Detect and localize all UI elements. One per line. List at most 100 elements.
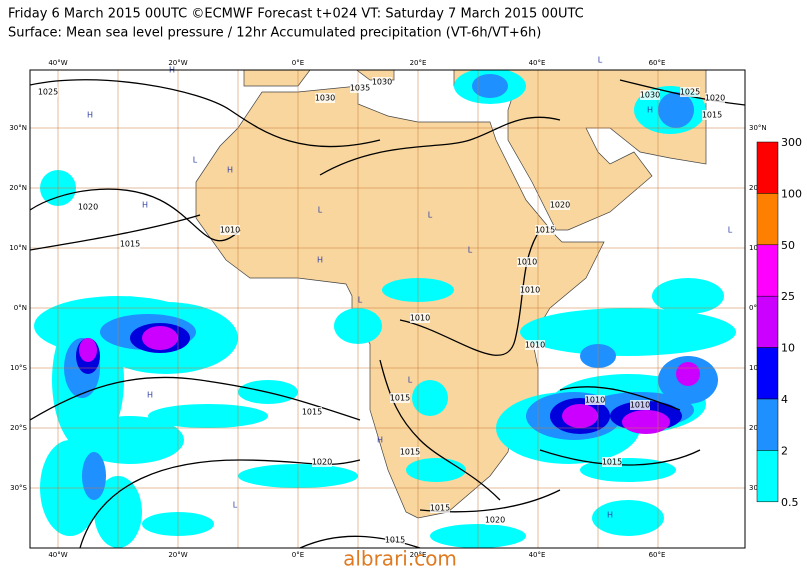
longitude-label: 20°W — [168, 551, 187, 559]
isobar-label: 1025 — [38, 88, 58, 97]
precip-area — [676, 362, 700, 386]
colorbar-segment — [756, 193, 779, 246]
isobar-label: 1035 — [350, 84, 370, 93]
isobar-label-bg — [220, 225, 240, 235]
latitude-label: 30°S — [10, 484, 27, 492]
longitude-label: 60°E — [649, 551, 666, 559]
isobar-label-bg — [78, 202, 98, 212]
precip-area — [592, 500, 664, 536]
pressure-center: L — [318, 206, 323, 215]
isobar-label-bg — [525, 340, 545, 350]
colorbar-label: 25 — [781, 290, 795, 303]
isobar-label-bg — [120, 239, 140, 249]
pressure-center: L — [408, 376, 413, 385]
precip-area — [79, 338, 97, 362]
latitude-label: 30°N — [749, 124, 767, 132]
pressure-center: L — [468, 246, 473, 255]
isobar-label: 1030 — [372, 78, 392, 87]
longitude-label: 40°W — [48, 551, 67, 559]
isobar-label-bg — [312, 457, 332, 467]
pressure-center: L — [598, 56, 603, 65]
isobar — [319, 116, 561, 176]
pressure-center: L — [428, 211, 433, 220]
map-border — [29, 69, 746, 549]
colorbar-label: 2 — [781, 444, 788, 457]
pressure-center: H — [377, 436, 383, 445]
isobar-label: 1020 — [705, 94, 725, 103]
isobar — [379, 359, 501, 501]
longitude-label: 40°E — [529, 59, 546, 67]
colorbar-segment — [756, 244, 779, 297]
isobar-label: 1015 — [430, 504, 450, 513]
isobar-label-bg — [640, 90, 660, 100]
isobar — [559, 386, 681, 411]
isobar-label-bg — [315, 93, 335, 103]
isobar — [30, 188, 241, 242]
pressure-center: H — [227, 166, 233, 175]
isobar-label-bg — [302, 407, 322, 417]
isobar-label: 1015 — [400, 448, 420, 457]
isobar-label: 1015 — [120, 240, 140, 249]
isobar-label-bg — [520, 285, 540, 295]
isobar-label: 1030 — [315, 94, 335, 103]
precip-area — [472, 74, 508, 98]
precip-area — [652, 278, 724, 314]
pressure-center: H — [647, 106, 653, 115]
latitude-label: 0°N — [14, 304, 27, 312]
colorbar-segment — [756, 450, 779, 503]
colorbar-label: 4 — [781, 393, 788, 406]
isobar-label-bg — [705, 93, 725, 103]
isobar-label: 1030 — [640, 91, 660, 100]
isobar-label: 1025 — [680, 88, 700, 97]
graticule — [30, 70, 745, 548]
longitude-label: 40°E — [529, 551, 546, 559]
precip-area — [562, 404, 598, 428]
isobar-label: 1015 — [702, 111, 722, 120]
isobar — [299, 535, 421, 548]
precip-area — [148, 404, 268, 428]
precip-area — [142, 326, 178, 350]
isobar-label-bg — [38, 87, 58, 97]
longitude-label: 20°E — [410, 551, 427, 559]
latitude-label: 20°S — [10, 424, 27, 432]
colorbar-label: 300 — [781, 136, 802, 149]
labels: 40°W 40°W 20°W 20°W 0°E 0°E 20°E 20°E 40°E 40°E 60… — [9, 56, 802, 560]
colorbar-segment — [756, 141, 779, 194]
longitude-label: 0°E — [292, 551, 304, 559]
latitude-label: 10°N — [9, 244, 27, 252]
isobar-label-bg — [702, 110, 722, 120]
isobar-label: 1020 — [78, 203, 98, 212]
pressure-center: H — [87, 111, 93, 120]
colorbar-label: 10 — [781, 342, 795, 355]
pressure-center: H — [317, 256, 323, 265]
isobar-label-bg — [535, 225, 555, 235]
isobar-label: 1020 — [485, 516, 505, 525]
isobar-label: 1010 — [520, 286, 540, 295]
isobar-label: 1020 — [312, 458, 332, 467]
longitude-label: 40°W — [48, 59, 67, 67]
isobar-label-bg — [680, 87, 700, 97]
isobar-label: 1010 — [517, 258, 537, 267]
latitude-label: 0°N — [749, 304, 762, 312]
precip-area — [412, 380, 448, 416]
isobar-label-bg — [550, 200, 570, 210]
pressure-center: H — [147, 391, 153, 400]
pressure-center: L — [193, 156, 198, 165]
isobar-label: 1015 — [302, 408, 322, 417]
isobar — [30, 79, 381, 148]
isobar-label-bg — [385, 535, 405, 545]
precip-area — [82, 452, 106, 500]
precip-area — [520, 308, 736, 356]
precip-area — [406, 458, 466, 482]
latitude-label: 30°N — [9, 124, 27, 132]
precip-area — [622, 410, 670, 434]
watermark: albrari.com — [343, 547, 457, 568]
longitude-label: 20°E — [410, 59, 427, 67]
isobar — [539, 449, 701, 466]
colorbar-label: 100 — [781, 187, 802, 200]
isobar-label-bg — [585, 395, 605, 405]
isobar-label: 1015 — [385, 536, 405, 545]
isobar-label-bg — [390, 393, 410, 403]
